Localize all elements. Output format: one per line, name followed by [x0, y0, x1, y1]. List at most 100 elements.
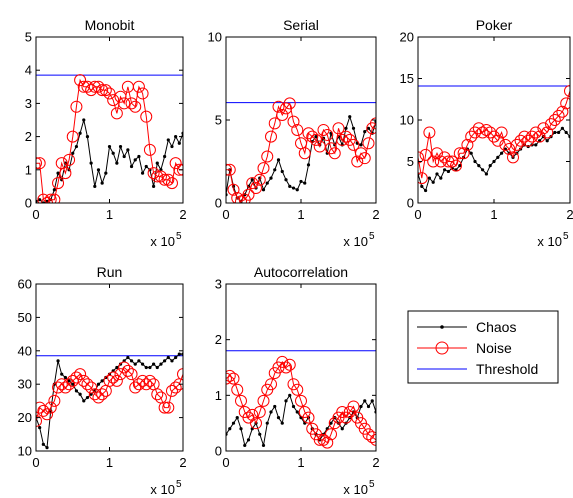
noise-point [36, 414, 42, 427]
noise-point [103, 374, 116, 387]
series-line-noise [226, 361, 376, 444]
chaos-point [496, 155, 500, 159]
noise-point [48, 394, 61, 407]
noise-point [332, 122, 345, 135]
axes-frame [35, 36, 184, 204]
y-tick-label: 0 [215, 444, 222, 459]
chaos-point [38, 426, 42, 430]
chaos-point [89, 161, 93, 165]
noise-point [129, 381, 142, 394]
y-tick-label: 30 [18, 377, 32, 392]
x-tick-label: 0 [222, 455, 229, 470]
x-axis-exponent: 5 [176, 231, 182, 242]
noise-point [44, 401, 57, 414]
noise-point [74, 368, 87, 381]
chaos-point [288, 184, 292, 188]
chaos-point [280, 421, 284, 425]
noise-point [253, 173, 266, 186]
chaos-point [177, 141, 181, 145]
chaos-point [140, 362, 145, 366]
noise-point [52, 381, 65, 394]
noise-point [446, 155, 459, 168]
x-tick-label: 1 [297, 455, 304, 470]
noise-point [99, 84, 112, 97]
chaos-point [163, 154, 167, 159]
noise-point [351, 155, 364, 168]
y-tick-label: 2 [215, 332, 222, 347]
chaos-point [177, 352, 181, 356]
x-tick-label: 1 [490, 207, 497, 222]
noise-point [257, 162, 270, 175]
noise-point [59, 381, 72, 394]
legend-chaos-marker [440, 325, 444, 329]
chaos-point [363, 399, 367, 403]
noise-point [472, 122, 485, 135]
noise-point [227, 183, 240, 196]
noise-point [295, 394, 307, 407]
series-line-noise [418, 90, 570, 179]
legend-box [407, 310, 559, 384]
noise-point [465, 130, 478, 143]
y-tick-label: 3 [25, 96, 32, 111]
noise-point [242, 188, 255, 201]
chaos-point [443, 168, 447, 172]
noise-point [136, 87, 149, 100]
panel-title-autocorrelation: Autocorrelation [254, 264, 348, 280]
noise-point [476, 126, 489, 139]
noise-point [306, 130, 319, 143]
series-noise [36, 74, 183, 203]
noise-point [291, 383, 304, 396]
noise-point [526, 130, 538, 143]
noise-point [92, 391, 105, 404]
noise-point [510, 138, 523, 151]
noise-point [272, 100, 285, 113]
noise-point [313, 433, 326, 446]
x-tick-label: 2 [372, 207, 379, 222]
noise-point [261, 150, 274, 163]
chaos-point [231, 421, 236, 425]
noise-point [63, 378, 76, 391]
chaos-point [488, 164, 492, 168]
chaos-point [534, 143, 538, 147]
chaos-point [74, 144, 79, 149]
y-tick-label: 15 [400, 71, 414, 86]
chaos-point [115, 161, 119, 165]
noise-point [302, 127, 315, 140]
y-tick-label: 10 [208, 30, 222, 45]
noise-point [442, 155, 455, 168]
x-axis-multiplier: x 10 [343, 234, 368, 249]
panel-title-poker: Poker [476, 17, 513, 33]
noise-point [325, 428, 337, 441]
noise-point [545, 118, 557, 131]
noise-point [235, 394, 247, 407]
noise-point [132, 378, 145, 391]
chaos-point [363, 130, 367, 134]
chaos-point [469, 151, 473, 155]
chaos-point [82, 399, 86, 403]
noise-point [158, 173, 171, 186]
noise-point [418, 151, 424, 164]
chaos-point [122, 154, 126, 159]
chaos-point [269, 410, 273, 414]
noise-point [129, 100, 142, 113]
noise-point [321, 436, 334, 449]
noise-point [347, 138, 360, 151]
x-tick-label: 0 [414, 207, 421, 222]
noise-point [362, 137, 375, 150]
noise-point [88, 80, 101, 93]
chaos-point [41, 442, 45, 446]
chaos-point [144, 365, 148, 370]
noise-point [85, 381, 98, 394]
chaos-point [104, 171, 108, 175]
chaos-point [484, 172, 488, 176]
chaos-point [306, 163, 311, 167]
chaos-point [439, 176, 443, 180]
x-tick-label: 0 [222, 207, 229, 222]
chaos-point [74, 389, 79, 393]
noise-point [66, 130, 79, 143]
noise-point [503, 143, 516, 156]
chaos-point [340, 427, 344, 431]
noise-point [541, 126, 554, 139]
y-tick-label: 3 [215, 277, 222, 292]
noise-point [226, 163, 236, 176]
